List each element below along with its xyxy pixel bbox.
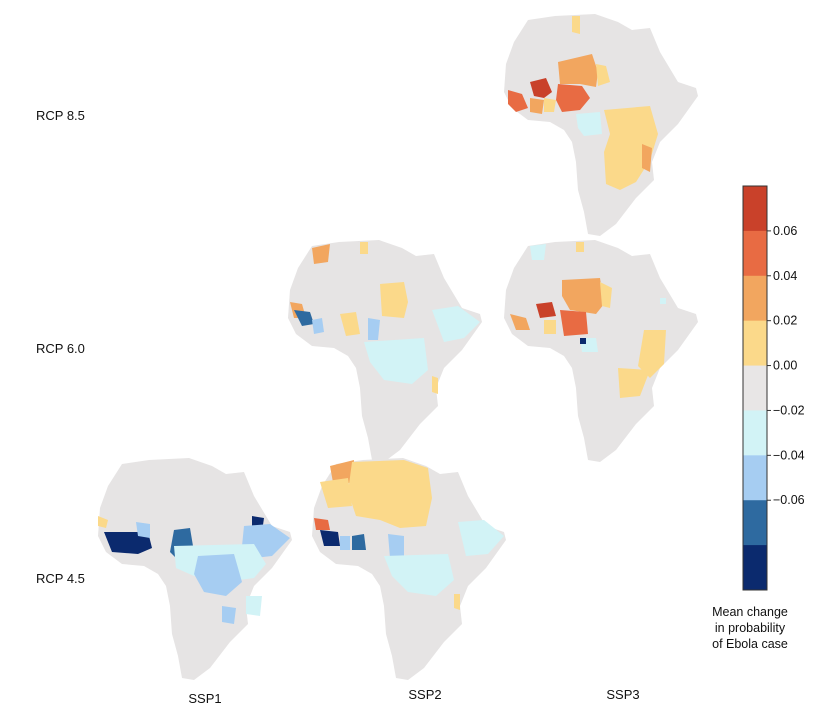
col-label-ssp2: SSP2	[408, 687, 442, 702]
legend-tick-label-4: −0.02	[773, 403, 805, 417]
legend-caption-line-1: Mean change	[712, 605, 788, 619]
region-horn	[432, 306, 480, 342]
map-ssp2-rcp60	[288, 240, 482, 462]
region-sahara-sahel	[348, 460, 432, 528]
legend-caption-line-2: in probability	[714, 621, 786, 635]
region-east	[638, 330, 666, 378]
map-ssp2-rcp45	[312, 458, 506, 680]
region-central-core	[194, 554, 242, 596]
region-libya-north	[572, 16, 580, 34]
region-ethiopia-dot	[660, 298, 666, 304]
region-malawi	[642, 144, 652, 172]
region-liberia	[312, 318, 324, 334]
legend-border	[742, 185, 768, 591]
region-guinea-liberia	[104, 532, 152, 554]
region-morocco	[312, 244, 330, 264]
region-ghana	[530, 98, 544, 114]
region-ivory-coast	[136, 522, 150, 538]
legend-tick-label-0: 0.06	[773, 224, 797, 238]
row-label-rcp60: RCP 6.0	[36, 341, 85, 356]
legend-band-1	[743, 230, 767, 277]
region-libya	[576, 242, 584, 252]
region-chad	[596, 64, 610, 86]
region-central	[364, 338, 428, 384]
region-chad-east	[600, 282, 612, 308]
region-ghana	[352, 534, 366, 550]
legend-tick-label-3: 0.00	[773, 359, 797, 373]
region-central-east	[604, 106, 658, 190]
region-mozambique	[432, 376, 438, 394]
region-nigeria	[388, 534, 404, 558]
legend-band-7	[743, 500, 767, 546]
legend-tick-label-1: 0.04	[773, 269, 797, 283]
legend-caption-line-3: of Ebola case	[712, 637, 788, 651]
col-label-ssp3: SSP3	[606, 687, 640, 702]
region-south-central	[618, 368, 650, 398]
region-nigeria	[556, 84, 590, 112]
region-nigeria	[368, 318, 380, 340]
color-legend: 0.06 0.04 0.02 0.00 −0.02 −0.04 −0.06	[742, 185, 805, 591]
region-horn	[458, 520, 504, 556]
region-west-coast	[508, 90, 528, 112]
row-label-rcp85: RCP 8.5	[36, 108, 85, 123]
region-sahel-north	[558, 54, 598, 87]
legend-band-5	[743, 410, 767, 456]
row-label-rcp45: RCP 4.5	[36, 571, 85, 586]
legend-band-8	[743, 545, 767, 591]
region-central-west	[576, 112, 602, 136]
region-west-coast	[510, 314, 530, 330]
region-nigeria	[560, 310, 588, 336]
region-central	[384, 554, 454, 596]
region-liberia	[340, 536, 350, 550]
region-ghana	[544, 320, 556, 334]
region-mauritania	[320, 478, 352, 508]
legend-band-6	[743, 455, 767, 501]
region-guinea	[536, 302, 556, 318]
region-east-coast	[246, 596, 262, 616]
region-guinea	[320, 530, 340, 546]
legend-band-2	[743, 275, 767, 322]
region-senegal	[314, 518, 330, 530]
map-ssp3-rcp85	[504, 14, 698, 236]
region-ivory-coast	[544, 98, 556, 112]
legend-band-3	[743, 320, 767, 367]
region-ghana	[340, 312, 360, 336]
map-ssp3-rcp60	[504, 240, 698, 462]
col-label-ssp1: SSP1	[188, 691, 222, 706]
region-guinea	[530, 78, 552, 98]
legend-caption: Mean change in probability of Ebola case	[700, 604, 800, 652]
region-libya	[360, 242, 368, 254]
legend-band-0	[743, 186, 767, 232]
map-ssp1-rcp45	[98, 458, 292, 680]
legend-tick-label-6: −0.06	[773, 493, 805, 507]
africa-land	[504, 240, 698, 462]
legend-tick-label-2: 0.02	[773, 314, 797, 328]
region-guinea	[294, 310, 314, 326]
region-south-central	[222, 606, 236, 624]
region-niger-chad	[380, 282, 408, 318]
region-cameroon-dot	[580, 338, 586, 344]
region-sahel	[562, 278, 604, 314]
region-west-coast	[98, 516, 108, 528]
region-mozambique	[454, 594, 460, 610]
legend-tick-label-5: −0.04	[773, 448, 805, 462]
region-algeria-north	[530, 244, 546, 260]
legend-band-4	[743, 365, 767, 411]
